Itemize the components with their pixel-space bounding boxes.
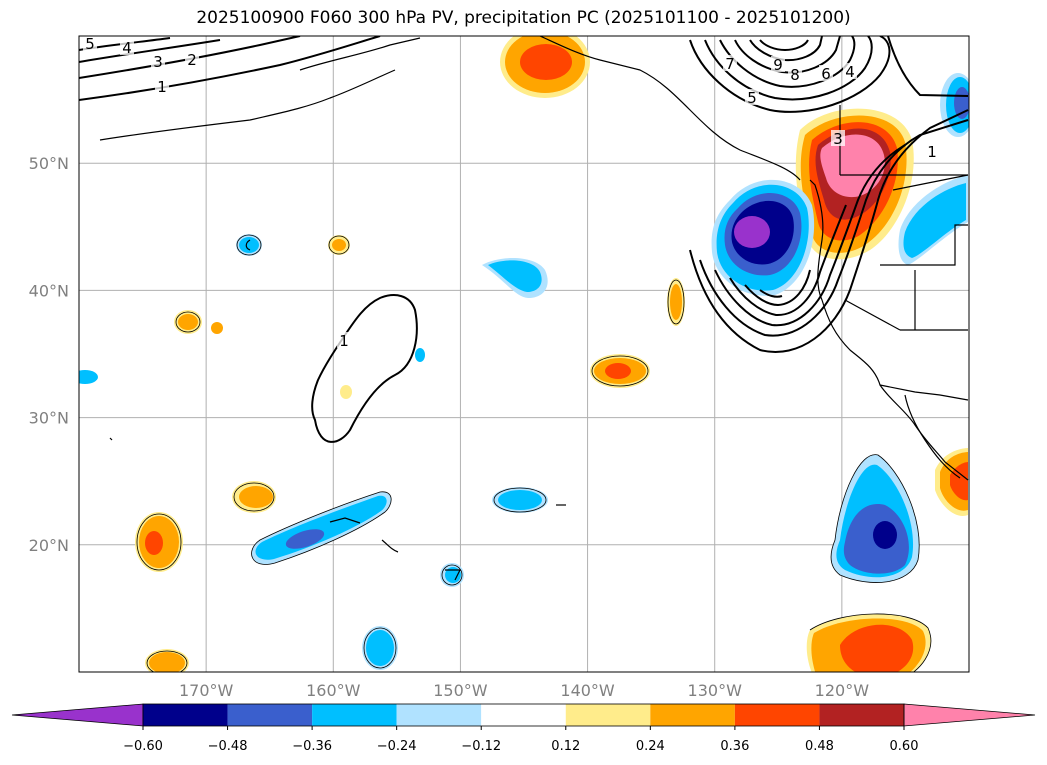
colorbar-swatch bbox=[734, 704, 820, 726]
lon-label: 170°W bbox=[179, 681, 234, 700]
contour-label-bg bbox=[337, 332, 351, 348]
coastlines bbox=[99, 36, 969, 581]
contour-label: 2 bbox=[187, 51, 197, 69]
contour-label-bg bbox=[185, 51, 199, 67]
plot-frame bbox=[78, 35, 970, 673]
colorbar-tick-label: −0.48 bbox=[208, 739, 248, 754]
pv-contours bbox=[79, 36, 969, 443]
lon-label: 120°W bbox=[815, 681, 870, 700]
colorbar-tick-label: 0.60 bbox=[890, 739, 919, 754]
colorbar-tick-label: −0.24 bbox=[377, 739, 417, 754]
colorbar-tick-label: −0.36 bbox=[292, 739, 332, 754]
precip-blob-gulf-alaska bbox=[500, 36, 590, 98]
colorbar-tick-label: 0.36 bbox=[720, 739, 749, 754]
contour-label: 4 bbox=[122, 39, 132, 57]
precip-outlines bbox=[136, 234, 932, 672]
contour-label-bg bbox=[151, 53, 165, 69]
colorbar-swatch bbox=[819, 704, 904, 726]
lat-label: 40°N bbox=[29, 281, 69, 300]
colorbar-swatch bbox=[396, 704, 482, 726]
contour-label-bg bbox=[745, 89, 759, 105]
colorbar-tick-label: 0.12 bbox=[551, 739, 580, 754]
contour-label-bg bbox=[819, 65, 833, 81]
precip-blob-mexico-negative bbox=[831, 454, 920, 583]
colorbar-tick-label: −0.12 bbox=[461, 739, 501, 754]
contour-label: 8 bbox=[790, 66, 800, 84]
colorbar-swatch bbox=[312, 704, 397, 726]
lat-label: 20°N bbox=[29, 536, 69, 555]
contour-label: 6 bbox=[821, 65, 831, 83]
colorbar-swatch bbox=[565, 704, 651, 726]
contour-label: 1 bbox=[157, 78, 167, 96]
axis-labels: 50°N 40°N 30°N 20°N 170°W 160°W 150°W 140°W 130°… bbox=[29, 154, 870, 700]
colorbar-tick-label: 0.24 bbox=[636, 739, 665, 754]
colorbar-swatch bbox=[227, 704, 313, 726]
lon-label: 150°W bbox=[433, 681, 488, 700]
precip-small-blobs bbox=[79, 234, 685, 672]
contour-label: 7 bbox=[725, 55, 735, 73]
contour-label-bg bbox=[925, 143, 939, 159]
colorbar-extend-low bbox=[11, 703, 144, 727]
colorbar-tick-label: 0.48 bbox=[805, 739, 834, 754]
colorbar-frame bbox=[142, 703, 905, 727]
colorbar-swatch bbox=[650, 704, 735, 726]
contour-label-bg bbox=[843, 63, 857, 79]
colorbar-tick-label: −0.60 bbox=[123, 739, 163, 754]
lon-label: 130°W bbox=[688, 681, 743, 700]
contour-label-bg bbox=[788, 66, 802, 82]
contour-label-bg bbox=[723, 55, 737, 71]
contour-label: 5 bbox=[85, 35, 95, 53]
contour-label-bg bbox=[83, 36, 97, 51]
contour-label-bg bbox=[831, 130, 845, 146]
colorbar: −0.60 −0.48 −0.36 −0.24 −0.12 0.12 0.24 0.36 0.4… bbox=[11, 703, 1036, 754]
colorbar-extend-high bbox=[903, 703, 1036, 727]
contour-label-bg bbox=[771, 56, 785, 72]
contour-label: 9 bbox=[773, 56, 783, 74]
contour-label: 4 bbox=[845, 63, 855, 81]
contour-label: 3 bbox=[833, 130, 843, 148]
contour-label: 3 bbox=[153, 53, 163, 71]
precip-blob-offshore-negative bbox=[711, 179, 815, 296]
lat-label: 50°N bbox=[29, 154, 69, 173]
colorbar-swatch bbox=[481, 704, 566, 726]
contour-label-bg bbox=[155, 78, 169, 94]
contour-label: 1 bbox=[927, 143, 937, 161]
contour-label: 1 bbox=[339, 332, 349, 350]
lon-label: 160°W bbox=[306, 681, 361, 700]
colorbar-swatch bbox=[143, 704, 228, 726]
contour-label-bg bbox=[120, 39, 134, 55]
lon-label: 140°W bbox=[560, 681, 615, 700]
lat-label: 30°N bbox=[29, 409, 69, 428]
contour-label: 5 bbox=[747, 89, 757, 107]
map-title: 2025100900 F060 300 hPa PV, precipitatio… bbox=[196, 8, 851, 28]
